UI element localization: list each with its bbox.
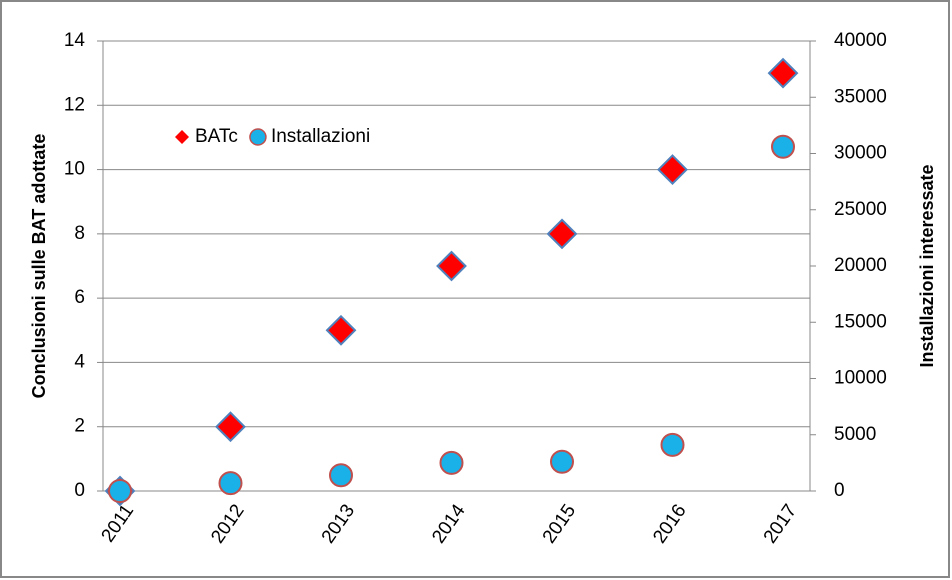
y2-tick-label: 15000 xyxy=(834,311,887,332)
y2-tick-label: 25000 xyxy=(834,199,887,220)
y2-tick-label: 5000 xyxy=(834,424,876,445)
y-tick-label: 2 xyxy=(74,416,85,437)
installazioni-marker xyxy=(329,463,353,488)
bat-marker xyxy=(657,154,688,185)
bat-marker xyxy=(436,250,467,282)
y-tick-label: 8 xyxy=(74,223,85,244)
installazioni-marker xyxy=(771,134,795,159)
legend-marker xyxy=(175,130,189,144)
legend-label: Installazioni xyxy=(271,126,370,147)
y2-tick-label: 20000 xyxy=(834,255,887,276)
y2-tick-label: 0 xyxy=(834,480,845,501)
installazioni-marker xyxy=(660,432,685,457)
installazioni-marker xyxy=(108,479,132,503)
legend-marker xyxy=(249,128,267,146)
bat-marker xyxy=(767,57,799,89)
y-tick-label: 6 xyxy=(74,287,85,308)
bat-marker xyxy=(325,314,357,346)
y-tick-label: 10 xyxy=(64,159,85,180)
y2-tick-label: 10000 xyxy=(834,368,887,389)
legend-label: BATc xyxy=(195,126,238,147)
y2-axis-title: Installazioni interessate xyxy=(917,164,937,367)
installazioni-marker xyxy=(439,450,464,475)
y-tick-label: 0 xyxy=(74,480,85,501)
y-tick-label: 12 xyxy=(64,94,85,115)
bat-marker xyxy=(215,411,246,443)
y2-tick-label: 40000 xyxy=(834,30,887,51)
bat-marker xyxy=(546,218,578,250)
y-axis-title: Conclusioni sulle BAT adottate xyxy=(29,134,49,399)
y2-tick-label: 30000 xyxy=(834,143,887,164)
installazioni-marker xyxy=(218,471,243,496)
y-tick-label: 4 xyxy=(74,351,85,372)
installazioni-marker xyxy=(550,449,574,474)
y-tick-label: 14 xyxy=(64,30,86,51)
y2-tick-label: 35000 xyxy=(834,86,887,107)
